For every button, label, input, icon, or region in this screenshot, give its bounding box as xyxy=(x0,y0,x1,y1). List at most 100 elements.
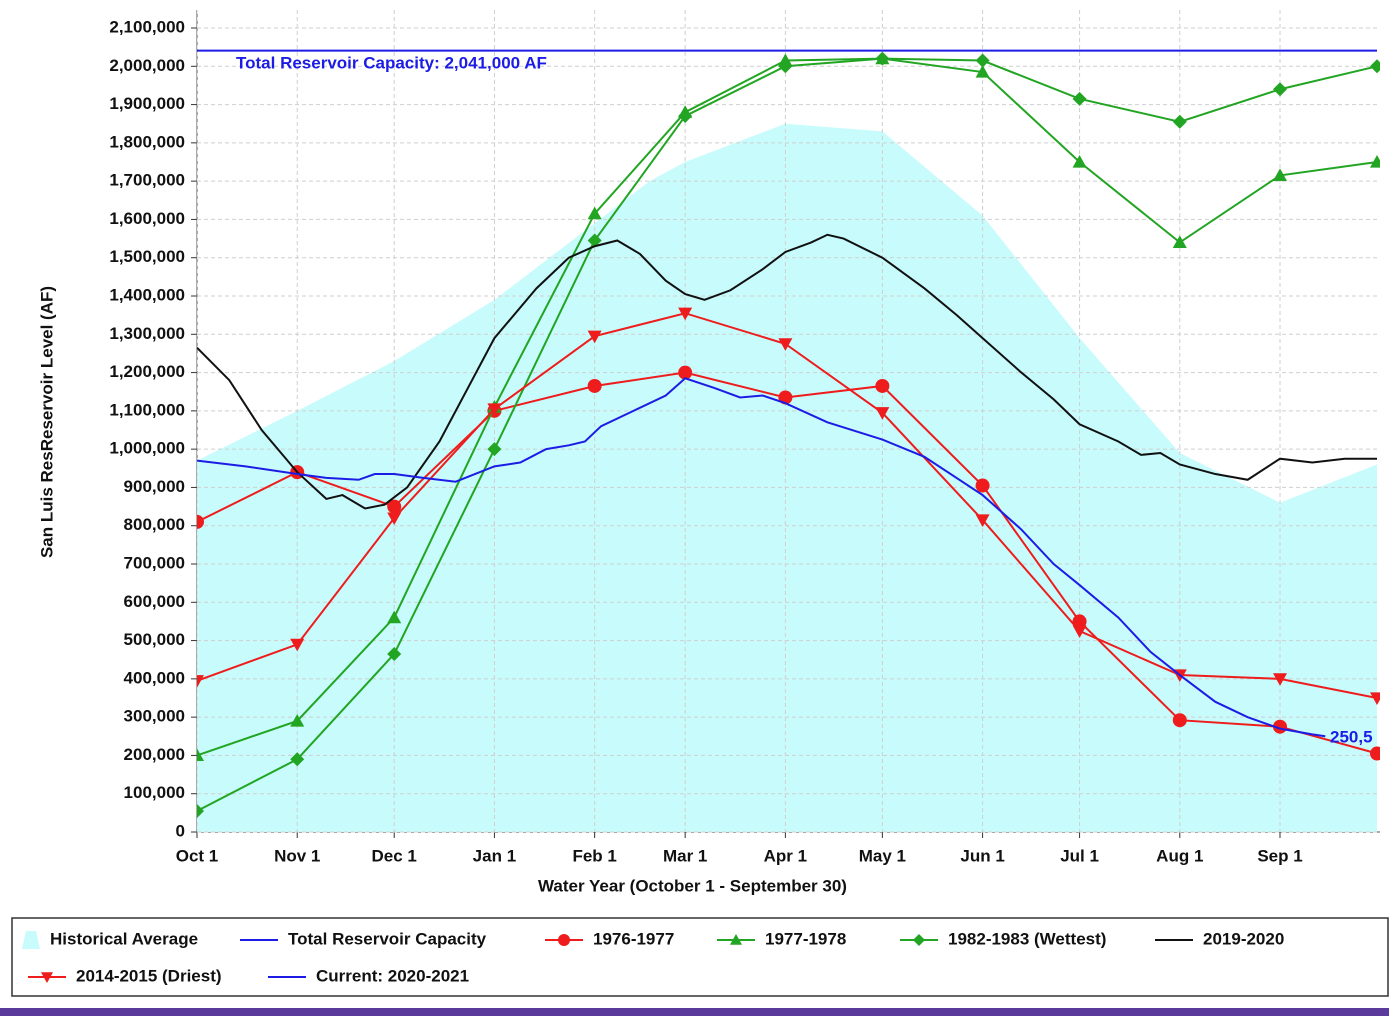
marker xyxy=(587,378,602,393)
y-tick-label: 200,000 xyxy=(124,745,185,764)
x-tick-label: Sep 1 xyxy=(1257,846,1302,865)
y-tick-label: 1,700,000 xyxy=(109,171,185,190)
x-tick-label: Feb 1 xyxy=(572,846,616,865)
legend-label: Total Reservoir Capacity xyxy=(288,929,487,948)
marker xyxy=(1172,114,1187,129)
y-axis-title: San Luis ResReservoir Level (AF) xyxy=(37,286,56,558)
legend-marker xyxy=(558,934,570,946)
marker xyxy=(487,442,502,457)
marker xyxy=(290,752,305,767)
x-tick-label: Dec 1 xyxy=(372,846,417,865)
legend-swatch xyxy=(22,931,40,949)
marker xyxy=(1273,673,1288,686)
marker xyxy=(1370,746,1380,761)
marker xyxy=(197,675,204,688)
marker xyxy=(387,512,402,526)
line xyxy=(197,233,1377,510)
legend-label: 1977-1978 xyxy=(765,929,846,948)
x-tick-label: Mar 1 xyxy=(663,846,707,865)
marker xyxy=(1273,168,1288,181)
marker xyxy=(875,378,890,393)
y-tick-label: 300,000 xyxy=(124,707,185,726)
x-tick-label: Jan 1 xyxy=(473,846,516,865)
x-tick-label: Apr 1 xyxy=(764,846,807,865)
marker xyxy=(975,65,990,78)
marker xyxy=(678,365,693,380)
marker xyxy=(875,51,890,66)
marker xyxy=(290,713,305,727)
x-axis-title: Water Year (October 1 - September 30) xyxy=(538,876,847,895)
marker xyxy=(1172,713,1187,728)
y-tick-label: 1,500,000 xyxy=(109,247,185,266)
y-tick-label: 1,300,000 xyxy=(109,324,185,343)
legend-marker xyxy=(730,934,742,945)
current-value-label: 250,5 xyxy=(1330,727,1373,746)
line xyxy=(197,377,1326,738)
legend-label: 1976-1977 xyxy=(593,929,674,948)
marker xyxy=(1172,235,1187,248)
x-tick-label: Jun 1 xyxy=(960,846,1004,865)
footer-bar xyxy=(0,1008,1389,1016)
capacity-label: Total Reservoir Capacity: 2,041,000 AF xyxy=(236,53,547,72)
legend-label: Current: 2020-2021 xyxy=(316,966,469,985)
y-tick-label: 1,000,000 xyxy=(109,439,185,458)
marker xyxy=(1072,625,1087,638)
marker xyxy=(387,646,402,661)
x-tick-label: Nov 1 xyxy=(274,846,320,865)
y-tick-label: 1,400,000 xyxy=(109,285,185,304)
marker xyxy=(587,330,602,344)
legend-box xyxy=(11,917,1389,997)
marker xyxy=(197,514,204,529)
y-tick-label: 1,100,000 xyxy=(109,400,185,419)
marker xyxy=(1072,155,1087,168)
legend-marker xyxy=(913,934,925,946)
legend-label: 2014-2015 (Driest) xyxy=(76,966,222,985)
marker xyxy=(778,390,793,405)
marker xyxy=(197,748,204,762)
area xyxy=(197,123,1377,832)
marker xyxy=(387,610,402,624)
y-tick-label: 900,000 xyxy=(124,477,185,496)
marker xyxy=(197,803,204,818)
y-tick-label: 0 xyxy=(176,821,185,840)
x-tick-label: Oct 1 xyxy=(176,846,219,865)
legend-label: 2019-2020 xyxy=(1203,929,1284,948)
y-tick-label: 1,600,000 xyxy=(109,209,185,228)
marker xyxy=(587,206,602,220)
marker xyxy=(387,499,402,514)
y-tick-label: 600,000 xyxy=(124,592,185,611)
marker xyxy=(1370,692,1380,705)
marker xyxy=(1273,82,1288,97)
y-tick-label: 1,200,000 xyxy=(109,362,185,381)
marker xyxy=(678,307,693,321)
marker xyxy=(487,403,502,416)
marker xyxy=(1370,59,1380,74)
marker xyxy=(975,514,990,527)
marker xyxy=(778,338,793,351)
legend-label: 1982-1983 (Wettest) xyxy=(948,929,1106,948)
y-tick-label: 500,000 xyxy=(124,630,185,649)
marker xyxy=(1072,614,1087,629)
marker xyxy=(975,478,990,493)
legend-label: Historical Average xyxy=(50,929,198,948)
y-tick-label: 2,100,000 xyxy=(109,17,185,36)
y-tick-label: 700,000 xyxy=(124,553,185,572)
marker xyxy=(1370,155,1380,168)
y-tick-label: 1,900,000 xyxy=(109,94,185,113)
marker xyxy=(875,407,890,420)
marker xyxy=(1072,91,1087,106)
y-tick-label: 2,000,000 xyxy=(109,56,185,75)
x-tick-label: May 1 xyxy=(859,846,906,865)
x-tick-label: Jul 1 xyxy=(1060,846,1099,865)
y-tick-label: 100,000 xyxy=(124,783,185,802)
x-tick-label: Aug 1 xyxy=(1156,846,1203,865)
marker xyxy=(778,59,793,74)
marker xyxy=(587,233,602,248)
y-tick-label: 400,000 xyxy=(124,668,185,687)
marker xyxy=(290,638,305,652)
marker xyxy=(975,53,990,68)
y-tick-label: 800,000 xyxy=(124,515,185,534)
y-tick-label: 1,800,000 xyxy=(109,132,185,151)
